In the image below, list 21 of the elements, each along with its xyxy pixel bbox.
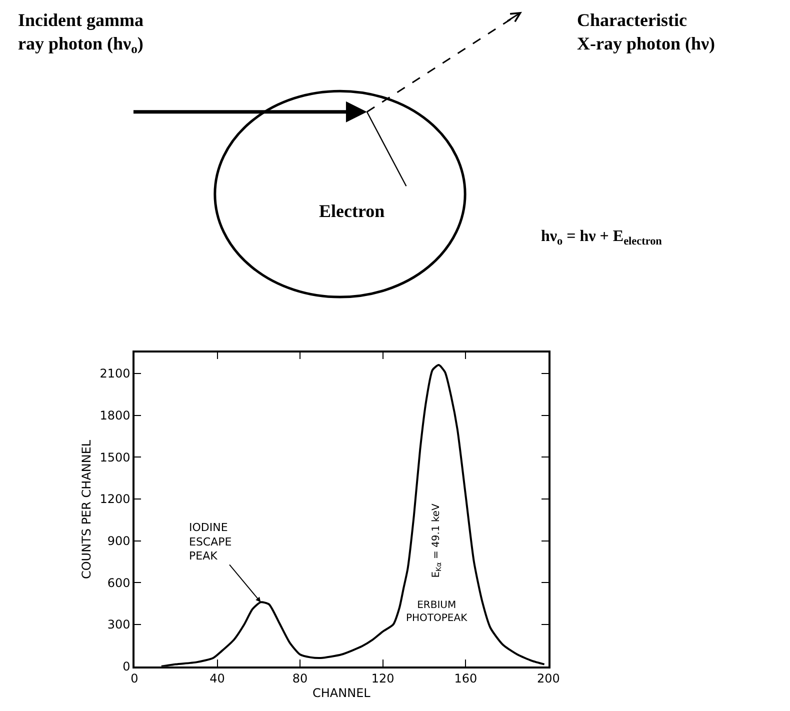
- x-tick-label: 40: [210, 672, 225, 686]
- text: Characteristic X-ray photon (hν): [577, 10, 716, 54]
- y-tick-label: 1200: [100, 492, 130, 506]
- x-tick-label: 200: [537, 672, 560, 686]
- annotation: ERBIUM PHOTOPEAK: [406, 600, 468, 624]
- y-tick-label: 1800: [100, 408, 130, 422]
- y-tick-label: 300: [107, 618, 130, 632]
- y-tick-label: 600: [107, 576, 130, 590]
- x-axis-title: CHANNEL: [312, 686, 371, 700]
- y-tick-label: 2100: [100, 366, 130, 381]
- x-tick-label: 80: [292, 672, 308, 686]
- text: hν$_{o}$ = hν + E$_{electron}$: [541, 228, 663, 248]
- y-tick-label: 0: [122, 660, 130, 674]
- text: Electron: [319, 201, 385, 221]
- x-tick-label: 160: [454, 672, 478, 686]
- text: Incident gamma ray photon (hν$_{o}$): [18, 10, 144, 56]
- y-tick-label: 1500: [100, 450, 130, 464]
- y-tick-label: 900: [107, 534, 130, 548]
- x-tick-label: 120: [371, 672, 394, 686]
- annotation: IODINE ESCAPE PEAK: [189, 521, 232, 563]
- y-axis-title: COUNTS PER CHANNEL: [80, 440, 94, 580]
